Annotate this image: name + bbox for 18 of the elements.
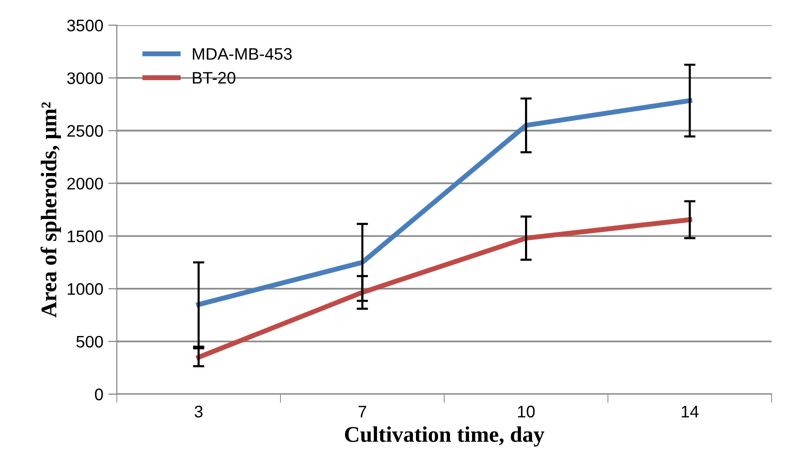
x-tick-label: 14: [682, 406, 699, 418]
y-tick-label: 500: [76, 336, 103, 348]
y-tick-label: 1500: [68, 230, 103, 242]
y-tick-label: 1000: [68, 283, 103, 295]
y-tick-label: 2000: [67, 178, 103, 190]
y-tick-label: 3000: [67, 72, 103, 84]
y-tick-label: 2500: [67, 125, 103, 137]
y-axis-title: Area of spheroids, μm²: [40, 102, 61, 318]
x-tick-label: 7: [358, 406, 366, 418]
x-tick-label: 3: [194, 406, 203, 418]
line-series: [196, 98, 692, 307]
y-tick-label: 3500: [67, 20, 103, 32]
legend-label: BT-20: [192, 72, 236, 84]
line-series: [196, 217, 692, 360]
y-tick-label: 0: [94, 388, 103, 400]
x-tick-label: 10: [518, 406, 535, 418]
x-axis-title: Cultivation time, day: [344, 426, 544, 447]
legend-label: MDA-MB-453: [192, 48, 292, 60]
